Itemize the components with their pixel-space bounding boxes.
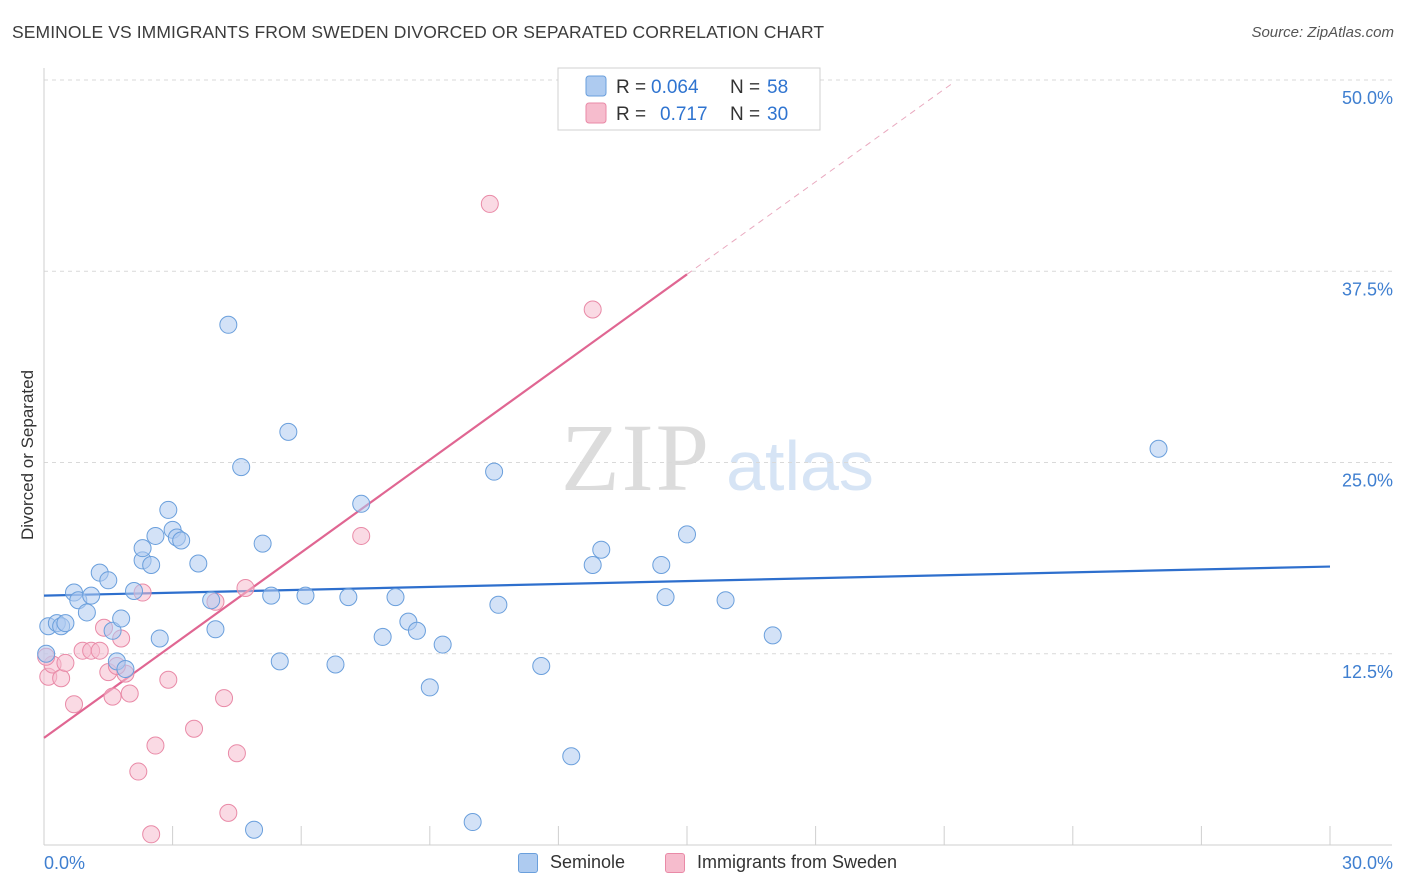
legend-r-value: 0.717 [660, 104, 708, 125]
point-seminole [82, 586, 101, 605]
legend-swatch-sweden [585, 102, 607, 124]
legend-item-sweden: Immigrants from Sweden [665, 852, 897, 873]
point-sweden [56, 653, 75, 672]
point-seminole [420, 678, 439, 697]
point-seminole [142, 556, 161, 575]
watermark: ZIP atlas [561, 404, 874, 511]
legend-n-value: 30 [767, 104, 788, 125]
legend-item-seminole: Seminole [518, 852, 625, 873]
point-seminole [133, 539, 152, 558]
point-seminole [116, 660, 135, 679]
point-seminole [150, 629, 169, 648]
point-seminole [253, 534, 272, 553]
y-tick-label: 25.0% [1342, 471, 1393, 491]
point-seminole [433, 635, 452, 654]
point-sweden [227, 744, 246, 763]
point-sweden [159, 670, 178, 689]
point-seminole [189, 554, 208, 573]
point-sweden [90, 641, 109, 660]
point-sweden [52, 669, 71, 688]
correlation-legend: R = 0.064 N = 58 R = 0.717 N = 30 [557, 67, 821, 131]
point-sweden [65, 695, 84, 714]
point-seminole [678, 525, 696, 544]
point-seminole [172, 531, 191, 550]
watermark-atlas: atlas [726, 427, 874, 505]
legend-r-label: R = [616, 104, 646, 125]
point-seminole [1149, 439, 1168, 458]
bottom-legend: Seminole Immigrants from Sweden [0, 852, 1406, 878]
point-seminole [279, 422, 298, 441]
point-seminole [489, 595, 508, 614]
point-seminole [592, 540, 611, 559]
point-seminole [485, 462, 504, 481]
point-seminole [37, 644, 56, 663]
chart-title: SEMINOLE VS IMMIGRANTS FROM SWEDEN DIVOR… [12, 22, 825, 42]
point-seminole [202, 591, 221, 610]
point-seminole [407, 621, 426, 640]
point-seminole [270, 652, 289, 671]
watermark-zip: ZIP [561, 404, 711, 511]
y-tick-label: 12.5% [1342, 662, 1393, 682]
point-seminole [386, 588, 405, 607]
legend-swatch-seminole [585, 75, 607, 97]
point-seminole [245, 820, 264, 839]
point-sweden [480, 194, 499, 213]
point-sweden [103, 687, 122, 706]
point-seminole [99, 571, 118, 590]
point-sweden [352, 526, 371, 545]
point-sweden [120, 684, 139, 703]
legend-label-sweden: Immigrants from Sweden [697, 852, 898, 872]
point-seminole [219, 315, 238, 334]
y-tick-label: 37.5% [1342, 279, 1393, 299]
point-sweden [185, 719, 204, 738]
point-seminole [103, 621, 122, 640]
point-seminole [656, 588, 675, 607]
legend-r-value: 0.064 [651, 77, 699, 98]
point-seminole [206, 620, 225, 639]
legend-n-value: 58 [767, 77, 788, 98]
trendline-seminole [43, 565, 1331, 597]
point-seminole [77, 603, 96, 622]
point-seminole [373, 627, 392, 646]
legend-r-label: R = [616, 77, 646, 98]
point-seminole [716, 591, 735, 610]
point-seminole [352, 494, 371, 513]
point-seminole [326, 655, 345, 674]
point-seminole [262, 586, 281, 605]
point-sweden [583, 300, 602, 319]
y-tick-label: 50.0% [1342, 88, 1393, 108]
point-seminole [232, 458, 251, 477]
point-seminole [112, 609, 131, 628]
point-seminole [146, 526, 165, 545]
point-seminole [296, 586, 315, 605]
point-seminole [562, 747, 581, 766]
point-sweden [146, 736, 165, 755]
point-seminole [532, 656, 551, 675]
legend-n-label: N = [730, 77, 760, 98]
source-label: Source: ZipAtlas.com [1251, 24, 1394, 41]
legend-label-seminole: Seminole [550, 852, 626, 872]
point-sweden [236, 578, 255, 597]
legend-swatch-seminole [518, 852, 538, 873]
point-seminole [159, 500, 178, 519]
point-seminole [763, 626, 782, 645]
point-sweden [129, 762, 148, 781]
point-sweden [219, 803, 238, 822]
x-tick-label: 0.0% [44, 853, 85, 873]
point-sweden [215, 689, 234, 708]
point-sweden [142, 825, 161, 844]
point-seminole [125, 582, 144, 601]
legend-n-label: N = [730, 104, 760, 125]
point-seminole [463, 813, 482, 832]
point-seminole [583, 556, 602, 575]
legend-swatch-sweden [665, 852, 685, 873]
point-seminole [56, 614, 75, 633]
point-seminole [339, 588, 358, 607]
x-tick-label: 30.0% [1342, 853, 1393, 873]
point-seminole [652, 556, 671, 575]
